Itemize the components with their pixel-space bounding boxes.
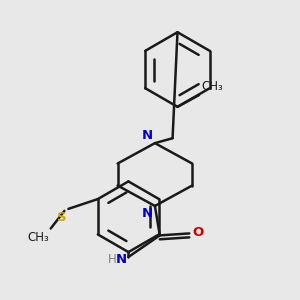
Text: CH₃: CH₃ [201,80,223,93]
Text: O: O [192,226,203,239]
Text: S: S [57,211,66,224]
Text: H: H [108,254,117,266]
Text: N: N [115,254,126,266]
Text: CH₃: CH₃ [27,232,49,244]
Text: N: N [142,129,153,142]
Text: N: N [142,207,153,220]
